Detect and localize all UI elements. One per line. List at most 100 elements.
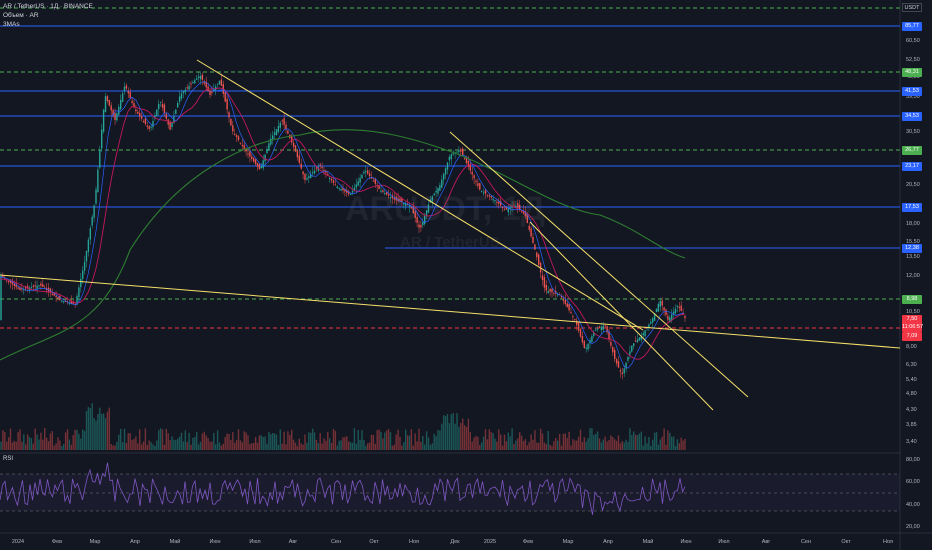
- candle-body: [61, 300, 63, 302]
- candle-body: [576, 320, 578, 326]
- price-tick: 3,40: [906, 439, 917, 445]
- volume-bar: [633, 431, 635, 450]
- candle-body: [253, 158, 255, 162]
- candle-body: [235, 135, 238, 138]
- candle-body: [663, 307, 665, 311]
- volume-bar: [127, 433, 129, 450]
- candle-body: [629, 351, 631, 355]
- volume-bar: [245, 432, 247, 450]
- candle-body: [587, 343, 589, 350]
- candle-body: [619, 370, 622, 372]
- candle-body: [36, 285, 38, 289]
- volume-bar: [384, 432, 386, 450]
- volume-bar: [387, 429, 390, 450]
- candle-body: [501, 207, 504, 209]
- volume-bar: [302, 444, 304, 450]
- volume-bar: [163, 444, 166, 450]
- candle-body: [572, 316, 574, 318]
- volume-bar: [367, 443, 369, 450]
- candle-body: [374, 179, 376, 184]
- volume-bar: [444, 416, 447, 450]
- volume-bar: [30, 438, 33, 450]
- candle-body: [184, 89, 186, 93]
- candle-body: [338, 187, 340, 189]
- candle-body: [604, 325, 606, 327]
- volume-bar: [2, 430, 4, 450]
- candle-body: [93, 205, 95, 218]
- candle-body: [243, 144, 245, 149]
- volume-bar: [532, 439, 534, 450]
- moving-average-label[interactable]: 3MAs: [3, 21, 20, 28]
- volume-bar: [408, 435, 411, 450]
- candle-body: [490, 196, 492, 198]
- volume-bar: [617, 435, 620, 450]
- candle-body: [34, 285, 36, 287]
- volume-bar: [85, 411, 88, 450]
- volume-bar: [140, 444, 143, 450]
- volume-bar: [672, 436, 675, 450]
- candle-body: [26, 285, 29, 289]
- volume-bar: [308, 432, 310, 450]
- candle-body: [378, 185, 380, 189]
- volume-bar: [589, 428, 591, 450]
- volume-bar: [524, 439, 527, 450]
- candle-body: [68, 303, 71, 305]
- volume-bar: [165, 428, 167, 450]
- candle-body: [562, 299, 565, 301]
- time-tick: Апр: [603, 539, 613, 545]
- volume-bar: [61, 445, 63, 450]
- candle-body: [30, 287, 33, 289]
- volume-bar: [456, 413, 458, 450]
- volume-bar: [55, 443, 57, 450]
- volume-indicator-label[interactable]: Объем · AR: [3, 12, 39, 19]
- candle-body: [53, 292, 55, 296]
- candle-body: [659, 300, 661, 307]
- candle-body: [192, 82, 194, 84]
- volume-bar: [608, 440, 610, 450]
- candle-body: [156, 109, 158, 117]
- candle-body: [70, 300, 72, 304]
- volume-bar: [150, 442, 152, 450]
- volume-bar: [47, 441, 50, 450]
- candle-body: [460, 149, 462, 152]
- level-badge: 34,53: [902, 111, 922, 121]
- candle-body: [169, 121, 171, 130]
- volume-bar: [80, 438, 82, 450]
- volume-bar: [51, 431, 53, 450]
- watermark-ticker: ARUSDT, 1Д: [345, 190, 545, 228]
- candle-body: [158, 103, 160, 110]
- volume-bar: [653, 432, 656, 450]
- candle-body: [241, 144, 243, 146]
- volume-bar: [241, 442, 243, 450]
- candle-body: [547, 291, 549, 294]
- volume-bar: [422, 436, 424, 450]
- candle-body: [545, 285, 547, 291]
- symbol-title[interactable]: AR / TetherUS · 1Д · BINANCE: [3, 3, 93, 10]
- candle-body: [401, 198, 403, 203]
- candle-body: [494, 200, 496, 201]
- candle-body: [433, 193, 435, 196]
- volume-bar: [678, 443, 680, 450]
- volume-bar: [135, 436, 137, 450]
- rsi-label[interactable]: RSI: [3, 456, 14, 462]
- currency-button[interactable]: USDT: [902, 3, 922, 12]
- volume-bar: [116, 441, 118, 450]
- volume-bar: [558, 433, 561, 450]
- time-tick: Май: [169, 539, 181, 545]
- candle-body: [484, 190, 487, 194]
- volume-bar: [247, 435, 249, 450]
- volume-bar: [509, 436, 511, 450]
- candle-body: [496, 201, 498, 203]
- volume-bar: [253, 443, 255, 450]
- candle-body: [500, 201, 502, 206]
- candle-body: [456, 151, 458, 153]
- time-tick: Ноя: [882, 539, 894, 545]
- rsi-tick: 80,00: [906, 457, 920, 463]
- volume-bar: [277, 444, 280, 450]
- candle-body: [346, 190, 348, 193]
- candle-body: [285, 124, 287, 130]
- candle-body: [144, 118, 147, 124]
- volume-bar: [536, 442, 538, 450]
- volume-bar: [551, 445, 553, 450]
